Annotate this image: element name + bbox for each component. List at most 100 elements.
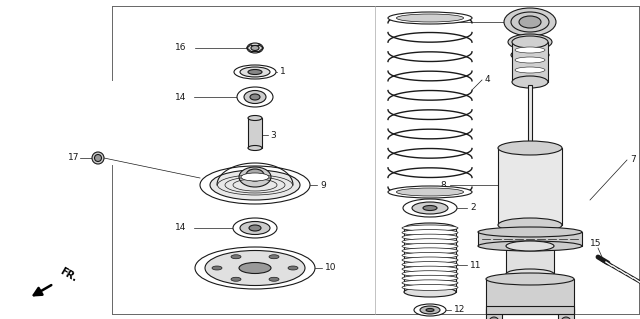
Ellipse shape xyxy=(402,257,458,263)
Ellipse shape xyxy=(269,277,279,281)
Bar xyxy=(486,309,502,319)
Ellipse shape xyxy=(212,266,222,270)
Text: 8: 8 xyxy=(440,181,445,189)
Ellipse shape xyxy=(515,57,545,63)
Ellipse shape xyxy=(92,152,104,164)
Ellipse shape xyxy=(234,65,276,79)
Text: 13: 13 xyxy=(435,18,447,26)
Bar xyxy=(404,228,456,292)
Bar xyxy=(248,118,262,148)
Ellipse shape xyxy=(388,186,472,198)
Ellipse shape xyxy=(396,14,463,22)
Ellipse shape xyxy=(561,317,571,319)
Ellipse shape xyxy=(517,72,543,80)
Ellipse shape xyxy=(498,218,562,232)
Text: 8043-B3000 B: 8043-B3000 B xyxy=(490,308,544,316)
Ellipse shape xyxy=(402,275,458,281)
Bar xyxy=(506,246,554,274)
Ellipse shape xyxy=(396,188,463,196)
Ellipse shape xyxy=(402,271,458,277)
Bar xyxy=(486,279,574,314)
Text: 10: 10 xyxy=(325,263,337,272)
Text: 7: 7 xyxy=(630,155,636,165)
Text: 15: 15 xyxy=(590,239,602,248)
Ellipse shape xyxy=(231,277,241,281)
Text: 11: 11 xyxy=(470,261,481,270)
Ellipse shape xyxy=(402,262,458,268)
Ellipse shape xyxy=(512,36,548,48)
Text: 9: 9 xyxy=(320,181,326,189)
Ellipse shape xyxy=(515,47,545,53)
Ellipse shape xyxy=(423,205,437,211)
Ellipse shape xyxy=(241,173,269,181)
Ellipse shape xyxy=(239,167,271,187)
Text: 12: 12 xyxy=(454,306,465,315)
Ellipse shape xyxy=(402,285,458,290)
Text: 16: 16 xyxy=(175,43,186,53)
Bar xyxy=(486,306,574,314)
Bar xyxy=(528,85,532,148)
Ellipse shape xyxy=(412,202,448,214)
Text: 2: 2 xyxy=(470,204,476,212)
Bar xyxy=(498,148,562,225)
Ellipse shape xyxy=(402,243,458,249)
Ellipse shape xyxy=(205,250,305,286)
Ellipse shape xyxy=(511,12,549,32)
Ellipse shape xyxy=(420,306,440,314)
Ellipse shape xyxy=(240,221,270,234)
Text: 3: 3 xyxy=(270,130,276,139)
Text: 14: 14 xyxy=(175,224,186,233)
Text: FR.: FR. xyxy=(58,266,79,284)
Ellipse shape xyxy=(498,141,562,155)
Bar xyxy=(512,42,548,82)
Ellipse shape xyxy=(486,273,574,285)
Ellipse shape xyxy=(414,304,446,316)
Ellipse shape xyxy=(247,43,263,53)
Ellipse shape xyxy=(249,225,261,231)
Ellipse shape xyxy=(95,154,102,161)
Ellipse shape xyxy=(248,145,262,151)
Ellipse shape xyxy=(251,46,259,50)
Ellipse shape xyxy=(240,67,270,77)
Text: 1: 1 xyxy=(280,68,285,77)
Ellipse shape xyxy=(514,61,546,71)
Ellipse shape xyxy=(402,239,458,245)
Ellipse shape xyxy=(250,94,260,100)
Ellipse shape xyxy=(195,247,315,289)
Text: 14: 14 xyxy=(175,93,186,101)
Ellipse shape xyxy=(404,223,456,233)
Ellipse shape xyxy=(402,234,458,240)
Ellipse shape xyxy=(489,317,499,319)
Ellipse shape xyxy=(515,67,545,73)
Ellipse shape xyxy=(237,87,273,107)
Ellipse shape xyxy=(478,241,582,251)
Ellipse shape xyxy=(210,170,300,200)
Ellipse shape xyxy=(404,287,456,297)
Ellipse shape xyxy=(248,70,262,75)
Ellipse shape xyxy=(244,91,266,103)
Ellipse shape xyxy=(506,269,554,279)
Ellipse shape xyxy=(511,49,549,61)
Text: 4: 4 xyxy=(485,76,491,85)
Ellipse shape xyxy=(269,255,279,259)
Ellipse shape xyxy=(512,76,548,88)
Ellipse shape xyxy=(402,252,458,258)
Ellipse shape xyxy=(403,199,457,217)
Ellipse shape xyxy=(402,266,458,272)
Ellipse shape xyxy=(388,12,472,24)
Ellipse shape xyxy=(426,308,434,311)
Ellipse shape xyxy=(231,255,241,259)
Ellipse shape xyxy=(508,34,552,50)
Bar xyxy=(558,309,574,319)
Ellipse shape xyxy=(200,166,310,204)
Ellipse shape xyxy=(478,227,582,237)
Ellipse shape xyxy=(504,8,556,36)
Ellipse shape xyxy=(402,248,458,254)
Ellipse shape xyxy=(402,225,458,231)
Ellipse shape xyxy=(519,16,541,28)
Ellipse shape xyxy=(402,280,458,286)
Ellipse shape xyxy=(248,115,262,121)
Ellipse shape xyxy=(506,241,554,251)
Ellipse shape xyxy=(288,266,298,270)
Ellipse shape xyxy=(239,263,271,273)
